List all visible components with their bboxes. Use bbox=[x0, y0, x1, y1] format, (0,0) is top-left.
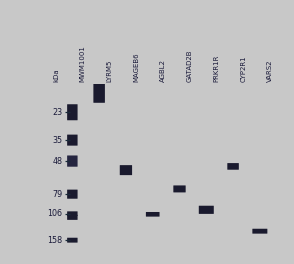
Text: VARS2: VARS2 bbox=[267, 59, 273, 82]
Text: MAGEB6: MAGEB6 bbox=[133, 52, 139, 82]
FancyBboxPatch shape bbox=[146, 212, 160, 217]
Text: 106: 106 bbox=[47, 209, 62, 218]
Text: LYRM5: LYRM5 bbox=[106, 59, 113, 82]
FancyBboxPatch shape bbox=[67, 135, 78, 146]
Text: 23: 23 bbox=[52, 108, 62, 117]
FancyBboxPatch shape bbox=[173, 185, 186, 192]
Text: 79: 79 bbox=[52, 190, 62, 199]
FancyBboxPatch shape bbox=[67, 238, 78, 243]
FancyBboxPatch shape bbox=[120, 165, 132, 175]
Text: GATAD2B: GATAD2B bbox=[187, 49, 193, 82]
Text: AGBL2: AGBL2 bbox=[160, 59, 166, 82]
FancyBboxPatch shape bbox=[67, 190, 78, 199]
Text: PRKR1R: PRKR1R bbox=[214, 54, 220, 82]
FancyBboxPatch shape bbox=[67, 215, 78, 220]
Text: CYP2R1: CYP2R1 bbox=[240, 55, 246, 82]
Text: kDa: kDa bbox=[53, 68, 59, 82]
FancyBboxPatch shape bbox=[252, 229, 267, 234]
FancyBboxPatch shape bbox=[67, 155, 78, 167]
Text: 158: 158 bbox=[47, 236, 62, 245]
FancyBboxPatch shape bbox=[93, 82, 105, 103]
FancyBboxPatch shape bbox=[199, 206, 214, 214]
Text: MWM1001: MWM1001 bbox=[80, 45, 86, 82]
FancyBboxPatch shape bbox=[67, 211, 78, 216]
Text: 48: 48 bbox=[52, 157, 62, 166]
FancyBboxPatch shape bbox=[67, 104, 78, 120]
FancyBboxPatch shape bbox=[227, 163, 239, 170]
Text: 35: 35 bbox=[52, 136, 62, 145]
